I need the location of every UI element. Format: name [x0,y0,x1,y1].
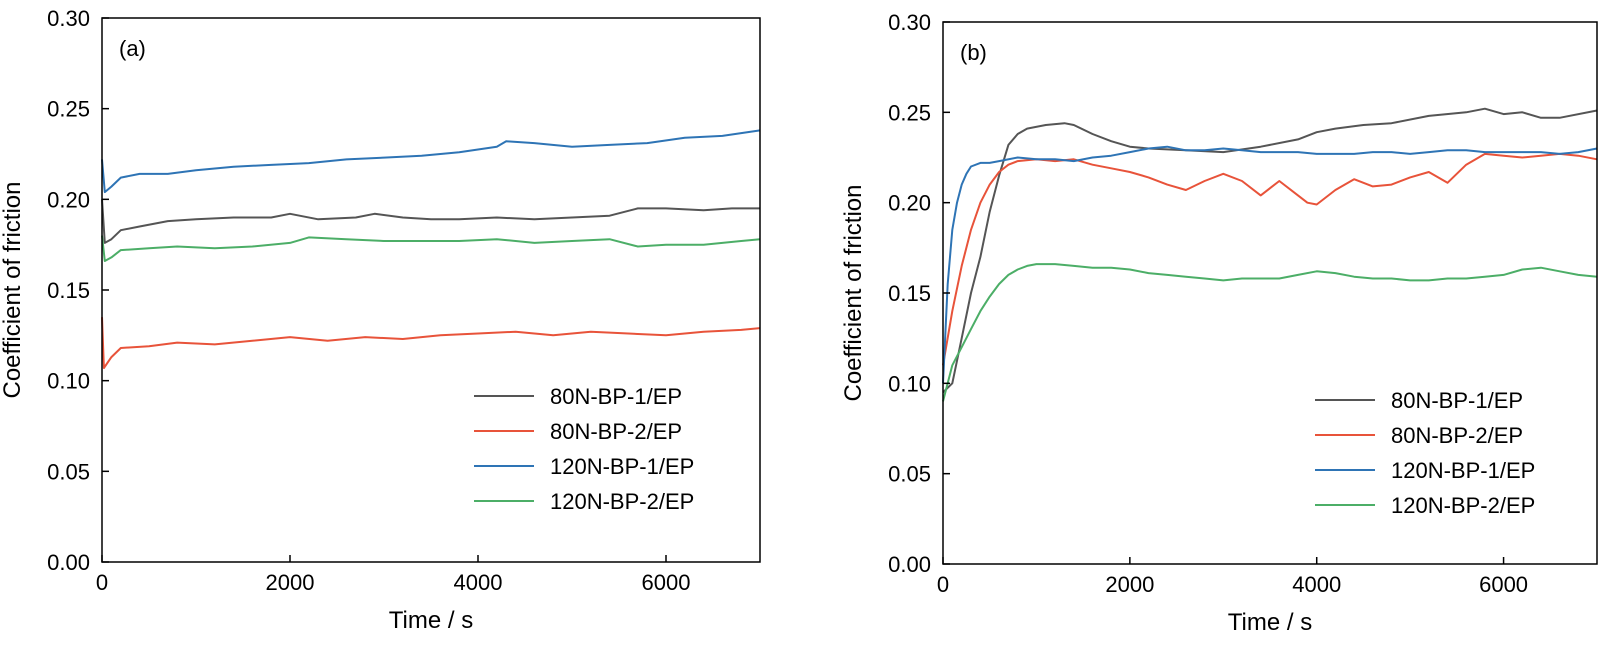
x-tick-label: 6000 [1479,572,1528,597]
y-tick-label: 0.25 [888,100,931,125]
y-axis-label: Coefficient of friction [0,182,26,399]
series-line-80n-bp-2-ep [942,152,1598,366]
legend: 80N-BP-1/EP 80N-BP-2/EP 120N-BP-1/EP 120N-B… [1315,388,1535,518]
y-tick-label: 0.10 [888,371,931,396]
x-axis-label: Time / s [389,607,473,634]
legend-label: 80N-BP-2/EP [1391,423,1523,448]
series-line-80n-bp-1-ep [101,199,760,244]
y-tick-label: 0.00 [47,550,90,575]
x-tick-label: 0 [937,572,949,597]
x-tick-label: 4000 [1292,572,1341,597]
legend-label: 80N-BP-1/EP [1391,388,1523,413]
plot-frame [101,17,761,563]
series-line-120n-bp-1-ep [101,129,761,194]
chart-panel-b: 0 2000 4000 6000 0.00 0.05 0.10 0.15 0.20 0.25 0.3… [840,10,1598,636]
y-tick-label: 0.25 [47,97,90,122]
panel-label: (a) [119,36,146,61]
series-group [942,107,1598,402]
x-tick-label: 4000 [454,570,503,595]
x-tick-label: 0 [96,570,108,595]
x-tick-label: 2000 [1105,572,1154,597]
legend-label: 120N-BP-2/EP [1391,493,1535,518]
legend-label: 120N-BP-1/EP [550,454,694,479]
y-tick-label: 0.30 [888,10,931,35]
x-tick-label: 6000 [642,570,691,595]
y-tick-label: 0.05 [47,459,90,484]
legend-label: 120N-BP-1/EP [1391,458,1535,483]
series-line-120n-bp-2-ep [942,263,1598,402]
y-tick-label: 0.05 [888,462,931,487]
x-tick-label: 2000 [266,570,315,595]
series-line-120n-bp-2-ep [101,235,761,262]
series-line-80n-bp-2-ep [101,317,761,369]
legend-label: 120N-BP-2/EP [550,489,694,514]
y-tick-label: 0.15 [888,281,931,306]
chart-panel-a: 0 2000 4000 6000 0.00 0.05 0.10 0.15 0.20 0.25 0.3… [0,6,761,634]
legend-label: 80N-BP-1/EP [550,384,682,409]
y-axis-label: Coefficient of friction [840,185,867,402]
y-tick-label: 0.30 [47,6,90,31]
y-tick-label: 0.20 [47,187,90,212]
y-tick-label: 0.15 [47,278,90,303]
y-tick-label: 0.00 [888,552,931,577]
legend: 80N-BP-1/EP 80N-BP-2/EP 120N-BP-1/EP 120N-B… [474,384,694,514]
panel-label: (b) [960,40,987,65]
legend-label: 80N-BP-2/EP [550,419,682,444]
y-tick-label: 0.20 [888,191,931,216]
series-group [101,129,761,369]
y-tick-label: 0.10 [47,369,90,394]
series-line-120n-bp-1-ep [942,145,1598,384]
x-axis-label: Time / s [1228,609,1312,636]
